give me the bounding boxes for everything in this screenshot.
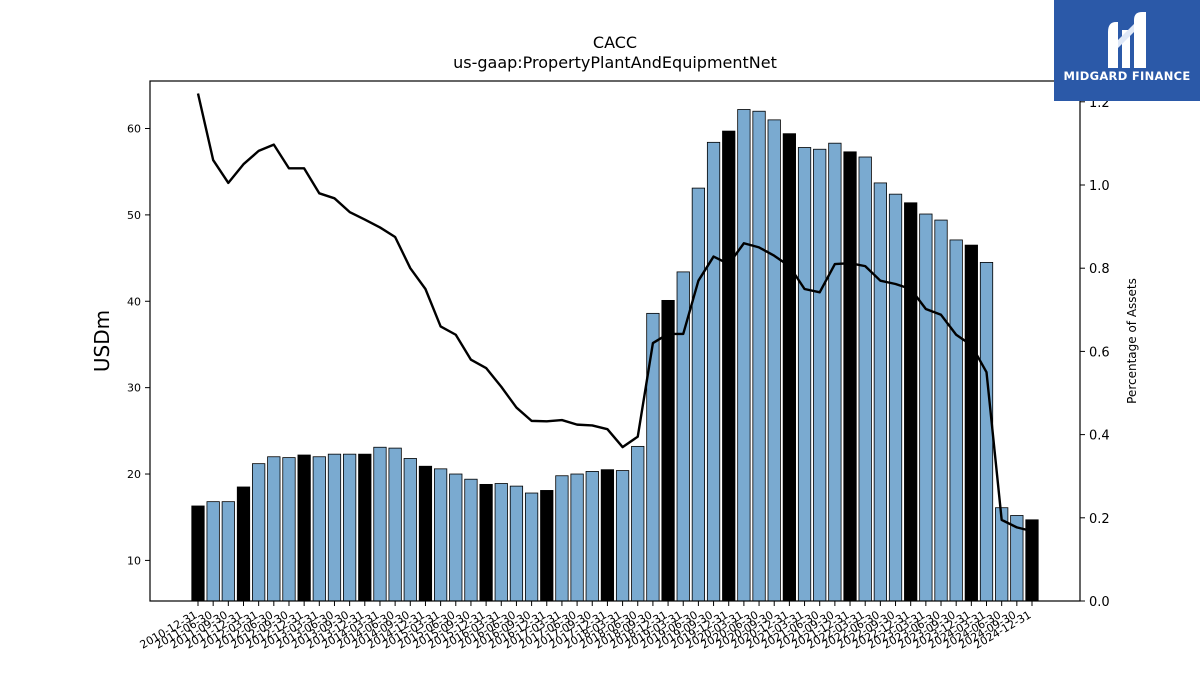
bar [858, 156, 872, 602]
bar [888, 193, 903, 602]
bar [297, 454, 311, 602]
y2-tick-label: 0.2 [1089, 512, 1110, 527]
y-tick-label: 30 [127, 382, 141, 395]
bar [540, 490, 554, 602]
bar-series [191, 109, 1039, 602]
bar [813, 148, 827, 602]
bar [418, 465, 433, 602]
bar [358, 453, 372, 602]
bar [722, 130, 736, 602]
bar [343, 453, 357, 602]
y-axis-right-label: Percentage of Assets [1125, 278, 1139, 404]
y-tick-label: 40 [127, 295, 141, 308]
brand-logo: MIDGARD FINANCE [1054, 0, 1200, 101]
line-series [196, 93, 1033, 533]
bar [706, 141, 721, 602]
bar [949, 239, 963, 602]
bar [252, 463, 266, 602]
bar [646, 312, 660, 602]
bar [312, 456, 326, 602]
bar [828, 142, 842, 602]
bar [464, 478, 478, 602]
bar [919, 213, 933, 602]
bar [585, 471, 599, 602]
bar [1025, 519, 1039, 602]
bar [873, 182, 887, 602]
chart-subtitle: us-gaap:PropertyPlantAndEquipmentNet [453, 53, 777, 72]
y-tick-label: 10 [127, 554, 141, 567]
y2-tick-label: 0.4 [1089, 429, 1110, 444]
plot-frame [149, 80, 1081, 602]
bar [524, 492, 539, 602]
y2-tick-label: 1.0 [1089, 179, 1110, 194]
bar [555, 475, 569, 602]
midgard-m-icon [1108, 12, 1146, 68]
bar [236, 486, 251, 602]
bar [691, 187, 706, 602]
y-axis-left: 10 20 30 40 50 60 [127, 123, 150, 567]
bar [221, 501, 235, 602]
percentage-line [196, 93, 1033, 533]
bar [737, 109, 751, 602]
y2-tick-label: 0.8 [1089, 262, 1110, 277]
bar [206, 501, 220, 602]
bar [479, 483, 493, 602]
bar [904, 202, 918, 602]
bar [964, 244, 978, 602]
bar [282, 457, 296, 602]
bar [782, 133, 796, 602]
bar [767, 119, 781, 602]
y2-tick-label: 0.0 [1089, 595, 1110, 610]
bar [403, 458, 417, 602]
bar [191, 505, 205, 602]
y2-tick-label: 0.6 [1089, 345, 1110, 360]
chart-title: CACC [593, 33, 637, 52]
bar [752, 110, 766, 602]
bar [600, 469, 615, 602]
bar [843, 151, 857, 602]
bar [934, 219, 948, 602]
bar [979, 261, 994, 602]
y-tick-label: 50 [127, 209, 141, 222]
bar [631, 445, 645, 602]
bar [388, 447, 402, 602]
bar [449, 473, 463, 602]
x-axis: 2010-12-312011-06-302011-09-302011-12-31… [138, 601, 1034, 652]
brand-name: MIDGARD FINANCE [1063, 69, 1191, 83]
bar [267, 456, 281, 602]
y-tick-label: 20 [127, 468, 141, 481]
bar [797, 147, 812, 602]
y-axis-left-label: USDm [90, 310, 114, 372]
bar [327, 453, 342, 602]
y-tick-label: 60 [127, 123, 141, 136]
bar [570, 473, 584, 602]
bar [615, 470, 630, 602]
bar [509, 485, 524, 602]
bar [373, 446, 387, 602]
bar [433, 468, 448, 602]
y-axis-right: 0.00.20.40.60.81.01.2 [1080, 96, 1110, 610]
bar [494, 483, 508, 602]
bar [661, 299, 675, 602]
